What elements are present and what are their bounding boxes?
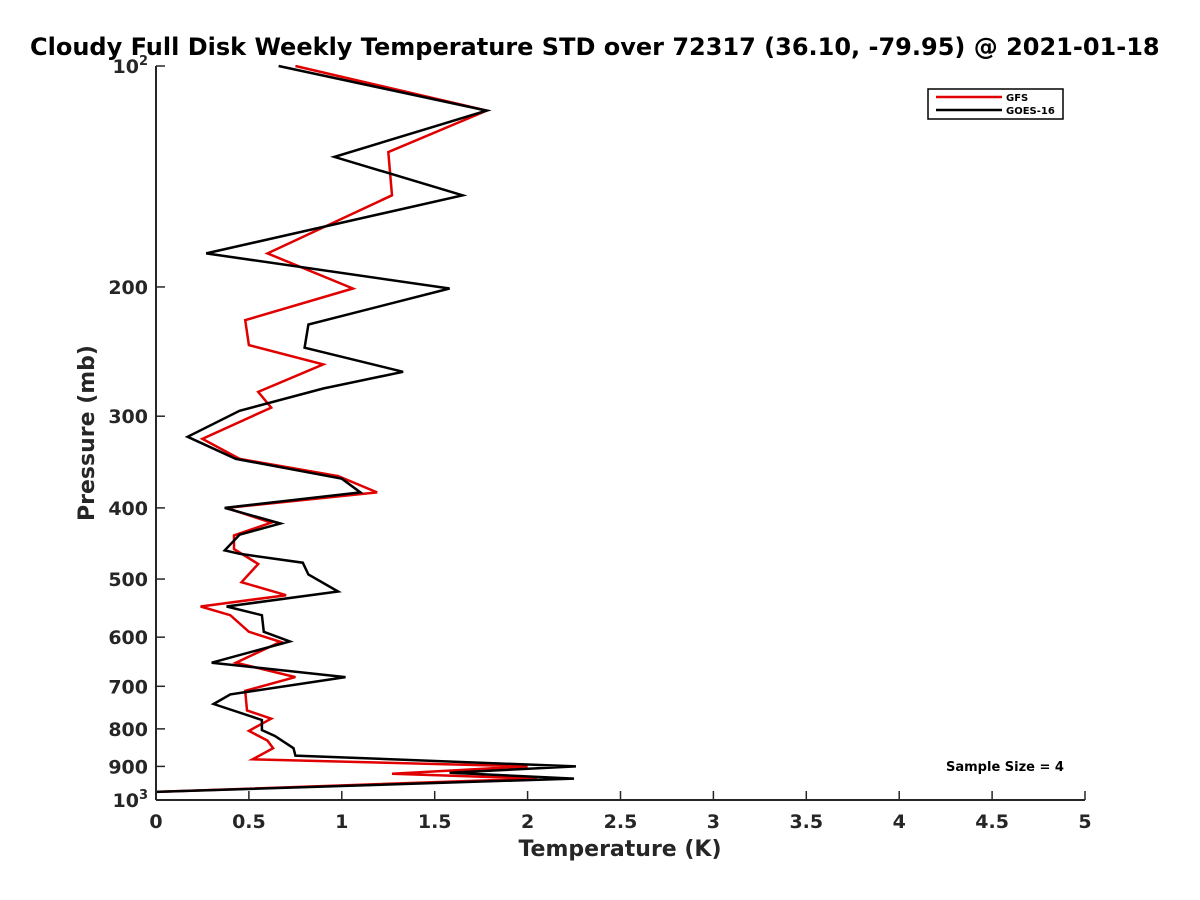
series-line-gfs: [155, 64, 537, 794]
y-axis-label: Pressure (mb): [75, 345, 100, 521]
plot-area: [156, 66, 1085, 800]
x-tick-label: 0: [149, 811, 162, 833]
x-tick-label: 0.5: [232, 811, 266, 833]
x-ticks: 0 0.5 1 1.5 2 2.5 3 3.5 4 4.5 5: [149, 791, 1092, 833]
x-tick-label: 1.5: [418, 811, 452, 833]
x-tick-label: 4.5: [975, 811, 1009, 833]
x-tick-label: 4: [893, 811, 906, 833]
y-tick-label: 102: [113, 54, 149, 78]
chart-title: Cloudy Full Disk Weekly Temperature STD …: [30, 33, 1160, 61]
x-tick-label: 1: [335, 811, 348, 833]
legend-label-goes16: GOES-16: [1006, 106, 1055, 117]
x-tick-label: 3.5: [789, 811, 823, 833]
legend-label-gfs: GFS: [1006, 93, 1028, 104]
series-layer: [155, 64, 576, 794]
legend: GFS GOES-16: [927, 88, 1064, 120]
y-tick-label: 900: [108, 756, 148, 778]
y-ticks: 102 200 300 400 500 600 700 800 900 103: [108, 54, 165, 812]
x-tick-label: 3: [707, 811, 720, 833]
x-tick-label: 5: [1078, 811, 1091, 833]
x-tick-label: 2.5: [604, 811, 638, 833]
y-tick-label: 300: [108, 406, 148, 428]
y-tick-label: 200: [108, 277, 148, 299]
y-tick-label: 800: [108, 719, 148, 741]
x-tick-label: 2: [521, 811, 534, 833]
x-axis-label: Temperature (K): [518, 837, 721, 862]
y-tick-label: 400: [108, 498, 148, 520]
y-tick-label: 103: [113, 788, 149, 812]
sample-size-annotation: Sample Size = 4: [946, 760, 1064, 775]
y-tick-label: 500: [108, 569, 148, 591]
legend-box: [927, 88, 1064, 120]
y-tick-label: 700: [108, 676, 148, 698]
y-tick-label: 600: [108, 627, 148, 649]
series-line-goes16: [155, 64, 576, 794]
